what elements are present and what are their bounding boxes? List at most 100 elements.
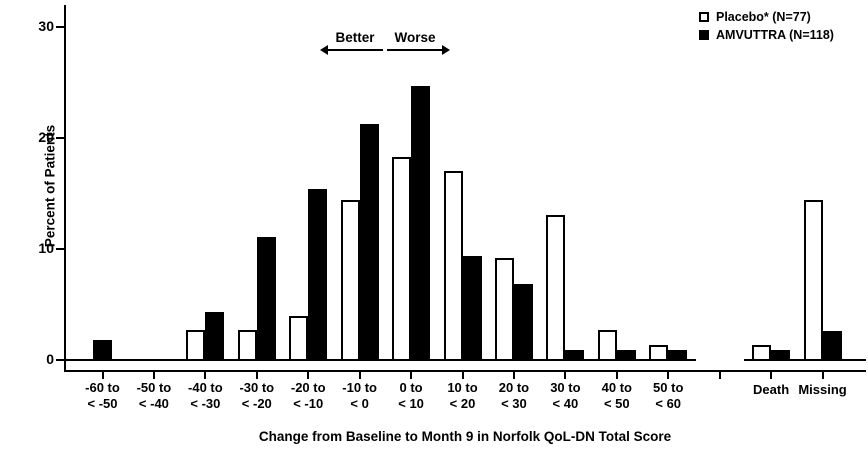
- x-axis-tick: [615, 372, 618, 379]
- x-axis-tick: [667, 372, 670, 379]
- category-label: -20 to < -10: [280, 380, 336, 412]
- bar-amvuttra: [93, 340, 112, 361]
- legend-item-amvuttra: AMVUTTRA (N=118): [699, 27, 834, 42]
- category-label: -10 to < 0: [332, 380, 388, 412]
- category-label-line: 40 to: [601, 380, 632, 395]
- bar-amvuttra: [359, 124, 379, 361]
- y-tick-label: 0: [46, 351, 54, 367]
- x-axis-tick: [101, 372, 104, 379]
- bar-amvuttra: [616, 350, 636, 361]
- placebo-swatch-icon: [699, 11, 709, 22]
- category-label-line: -50 to: [136, 380, 172, 395]
- bar-placebo: [392, 157, 412, 361]
- category-label: 50 to < 60: [640, 380, 696, 412]
- category-label: 10 to < 20: [435, 380, 491, 412]
- category-label-line: < 10: [398, 396, 424, 411]
- bar-amvuttra: [668, 350, 688, 361]
- x-axis-tick: [821, 372, 824, 379]
- x-axis-tick: [410, 372, 413, 379]
- category-label: 40 to < 50: [589, 380, 645, 412]
- category-label-line: 20 to: [498, 380, 530, 395]
- worse-label: Worse: [394, 30, 436, 45]
- category-label-line: -10 to: [342, 380, 377, 395]
- category-label-line: 0 to: [399, 380, 423, 395]
- amvuttra-swatch-icon: [699, 29, 709, 40]
- category-label-line: < -30: [190, 396, 221, 411]
- category-label-line: 10 to: [447, 380, 478, 395]
- x-axis-tick: [770, 372, 773, 379]
- category-label-line: < 40: [552, 396, 579, 411]
- y-axis-tick: [56, 359, 65, 361]
- x-axis-tick: [461, 372, 464, 379]
- bar-placebo: [597, 330, 617, 361]
- y-tick-label: 30: [38, 18, 54, 34]
- x-axis-tick: [204, 372, 207, 379]
- bar-amvuttra: [308, 189, 328, 361]
- bar-placebo: [340, 200, 360, 361]
- bar-amvuttra: [462, 256, 482, 361]
- zero-baseline-left-segment: [64, 359, 696, 361]
- category-label-line: < -40: [138, 396, 169, 411]
- bar-placebo: [546, 215, 566, 361]
- legend-label-placebo: Placebo* (N=77): [716, 9, 811, 24]
- y-axis-tick: [56, 26, 65, 28]
- category-label-line: < -20: [241, 396, 272, 411]
- category-label-line: < 0: [350, 396, 369, 411]
- bar-amvuttra: [771, 350, 791, 361]
- bar-placebo: [443, 171, 463, 361]
- category-label-line: 50 to: [653, 380, 684, 395]
- category-label: -40 to < -30: [177, 380, 233, 412]
- bar-placebo: [186, 330, 206, 361]
- category-label-line: -60 to: [85, 380, 120, 395]
- category-label-line: -30 to: [239, 380, 275, 395]
- category-label-line: 30 to: [550, 380, 581, 395]
- category-label: -60 to < -50: [75, 380, 131, 412]
- category-label: -30 to < -20: [229, 380, 285, 412]
- category-label-line: < 20: [449, 396, 476, 411]
- bar-amvuttra: [565, 350, 585, 361]
- category-label-line: -40 to: [188, 380, 223, 395]
- worse-annotation: Worse: [387, 30, 450, 55]
- bar-placebo: [803, 200, 823, 361]
- x-axis-tick: [358, 372, 361, 379]
- bar-placebo: [289, 316, 309, 361]
- arrow-right-icon: [387, 45, 450, 55]
- bar-placebo: [237, 330, 257, 361]
- y-axis-line: [64, 5, 66, 372]
- y-axis-tick: [56, 248, 65, 250]
- x-axis-tick: [255, 372, 258, 379]
- x-axis-tick: [564, 372, 567, 379]
- better-annotation: Better: [320, 30, 383, 55]
- category-label: Death: [743, 382, 799, 398]
- category-label-line: < -10: [293, 396, 324, 411]
- bar-placebo: [649, 345, 669, 361]
- bar-amvuttra: [411, 86, 431, 361]
- bar-amvuttra: [513, 284, 533, 361]
- category-label-line: < 30: [501, 396, 527, 411]
- category-label-line: Death: [753, 382, 790, 397]
- arrow-left-icon: [320, 45, 383, 55]
- x-axis-line: [64, 370, 866, 372]
- category-label: 0 to < 10: [383, 380, 439, 412]
- y-axis-tick: [56, 137, 65, 139]
- category-label: 30 to < 40: [537, 380, 593, 412]
- bar-amvuttra: [256, 237, 276, 361]
- bar-amvuttra: [205, 312, 225, 361]
- x-axis-tick: [512, 372, 515, 379]
- y-tick-label: 10: [38, 240, 54, 256]
- category-label: 20 to < 30: [486, 380, 542, 412]
- x-axis-tick: [307, 372, 310, 379]
- category-label-line: < 50: [603, 396, 630, 411]
- bar-amvuttra: [822, 331, 842, 361]
- legend-item-placebo: Placebo* (N=77): [699, 9, 834, 24]
- legend: Placebo* (N=77) AMVUTTRA (N=118): [699, 9, 834, 45]
- category-label-line: < -50: [87, 396, 118, 411]
- legend-label-amvuttra: AMVUTTRA (N=118): [716, 27, 834, 42]
- bar-placebo: [494, 258, 514, 361]
- category-label-line: -20 to: [290, 380, 326, 395]
- category-label-line: < 60: [655, 396, 682, 411]
- category-label-line: Missing: [798, 382, 847, 397]
- category-label: -50 to < -40: [126, 380, 182, 412]
- x-axis-tick: [152, 372, 155, 379]
